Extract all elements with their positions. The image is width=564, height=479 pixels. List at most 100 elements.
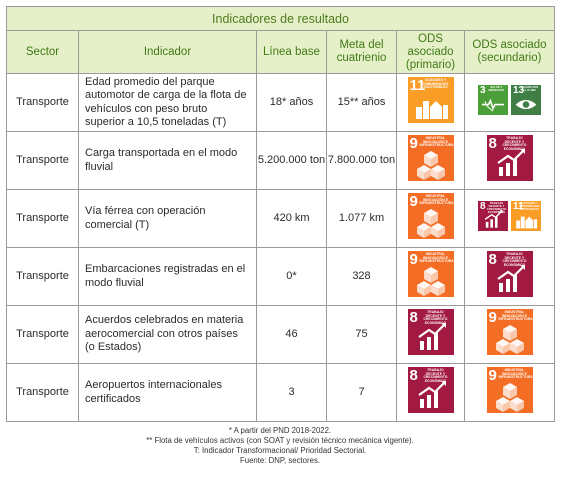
cell-indicador: Edad promedio del parque automotor de ca…: [78, 73, 257, 132]
table-notes: * A partir del PND 2018-2022. ** Flota d…: [6, 426, 554, 466]
cell-sector: Transporte: [6, 305, 79, 364]
cell-indicador-text: Carga transportada en el modo fluvial: [85, 147, 238, 173]
ods-label: Acción por el clima: [520, 86, 539, 93]
cell-indicador: Acuerdos celebrados en materia aerocomer…: [78, 305, 257, 364]
header-ods-primario: ODS asociado (primario): [396, 30, 465, 74]
cell-ods-primario: 8 Trabajo decente y crecimiento económico: [396, 305, 465, 364]
ods-tile-8: 8 Trabajo decente y crecimiento económico: [478, 201, 508, 232]
cell-linea-base: 46: [256, 305, 327, 364]
note-pnd: * A partir del PND 2018-2022.: [228, 426, 332, 435]
cell-ods-primario: 9 Industria, innovación e infraestructura: [396, 131, 465, 190]
ods-label: Trabajo decente y crecimiento económico: [486, 202, 507, 214]
cell-indicador-text: Vía férrea con operación comercial (T): [85, 205, 206, 231]
cell-indicador-text: Acuerdos celebrados en materia aerocomer…: [85, 314, 244, 354]
cell-ods-secundario: 8 Trabajo decente y crecimiento económico…: [464, 189, 555, 248]
ods-tile-8: 8 Trabajo decente y crecimiento económico: [486, 251, 533, 298]
table-row: Transporte Carga transportada en el modo …: [6, 131, 555, 190]
ods-group: 3 Salud y bienestar 13 Acción por el clima: [478, 85, 541, 116]
cell-indicador: Vía férrea con operación comercial (T): [78, 189, 257, 248]
cell-linea-base-text: 420 km: [273, 211, 310, 224]
cell-indicador: Embarcaciones registradas en el modo flu…: [78, 247, 257, 306]
table-title: Indicadores de resultado: [6, 6, 555, 31]
cell-meta-text: 328: [352, 269, 371, 282]
ods-number: 9: [409, 251, 418, 269]
ods-group: 8 Trabajo decente y crecimiento económico: [407, 309, 454, 356]
ods-label: Industria, innovación e infraestructura: [498, 310, 533, 322]
cell-ods-primario: 9 Industria, innovación e infraestructura: [396, 189, 465, 248]
note-flota: ** Flota de vehículos activos (con SOAT …: [146, 436, 414, 445]
ods-group: 9 Industria, innovación e infraestructura: [486, 309, 533, 356]
cell-ods-secundario: 9 Industria, innovación e infraestructura: [464, 363, 555, 422]
cell-ods-primario: 8 Trabajo decente y crecimiento económico: [396, 363, 465, 422]
cell-linea-base-text: 0*: [286, 269, 297, 282]
cell-indicador-text: Aeropuertos internacionales certificados: [85, 379, 222, 405]
ods-group: 11 Ciudades y comunidades sostenibles: [407, 77, 454, 124]
ods-number: 8: [488, 251, 497, 269]
ods-number: 11: [513, 201, 524, 213]
ods-label: Industria, innovación e infraestructura: [498, 368, 533, 380]
ods-tile-8: 8 Trabajo decente y crecimiento económico: [407, 367, 454, 414]
ods-number: 9: [488, 367, 497, 385]
cell-sector-text: Transporte: [16, 327, 69, 340]
cell-meta-text: 1.077 km: [338, 211, 385, 224]
header-ods-secundario: ODS asociado (secundario): [464, 30, 555, 74]
cell-ods-secundario: 8 Trabajo decente y crecimiento económico: [464, 247, 555, 306]
cell-meta: 1.077 km: [326, 189, 397, 248]
cell-linea-base: 0*: [256, 247, 327, 306]
ods-number: 13: [513, 85, 525, 97]
ods-group: 9 Industria, innovación e infraestructura: [486, 367, 533, 414]
cell-meta: 7: [326, 363, 397, 422]
cell-linea-base-text: 5.200.000 ton: [257, 153, 326, 166]
ods-label: Ciudades y comunidades sostenibles: [422, 78, 449, 90]
ods-label: Trabajo decente y crecimiento económico: [423, 368, 448, 384]
ods-number: 9: [409, 135, 418, 153]
table-row: Transporte Acuerdos celebrados en materia…: [6, 305, 555, 364]
cell-meta: 75: [326, 305, 397, 364]
ods-number: 3: [480, 85, 486, 97]
cell-sector: Transporte: [6, 189, 79, 248]
ods-tile-8: 8 Trabajo decente y crecimiento económico: [407, 309, 454, 356]
cell-indicador: Carga transportada en el modo fluvial: [78, 131, 257, 190]
ods-tile-9: 9 Industria, innovación e infraestructura: [486, 309, 533, 356]
cell-meta-text: 15** años: [337, 95, 386, 108]
ods-number: 8: [480, 201, 486, 213]
ods-tile-9: 9 Industria, innovación e infraestructura: [407, 135, 454, 182]
header-linea-base: Línea base: [256, 30, 327, 74]
cell-linea-base-text: 18* años: [269, 95, 314, 108]
ods-label: Salud y bienestar: [488, 86, 505, 93]
cell-sector: Transporte: [6, 363, 79, 422]
ods-tile-9: 9 Industria, innovación e infraestructura: [407, 193, 454, 240]
ods-label: Industria, innovación e infraestructura: [419, 252, 454, 264]
cell-meta: 328: [326, 247, 397, 306]
ods-number: 8: [409, 367, 418, 385]
cell-sector-text: Transporte: [16, 385, 69, 398]
cell-sector: Transporte: [6, 73, 79, 132]
ods-group: 8 Trabajo decente y crecimiento económico: [486, 251, 533, 298]
cell-sector-text: Transporte: [16, 153, 69, 166]
header-sector: Sector: [6, 30, 79, 74]
ods-label: Industria, innovación e infraestructura: [419, 136, 454, 148]
table-row: Transporte Vía férrea con operación comer…: [6, 189, 555, 248]
ods-tile-11: 11 Ciudades y comunidades sostenibles: [511, 201, 541, 232]
cell-ods-secundario: 8 Trabajo decente y crecimiento económico: [464, 131, 555, 190]
cell-linea-base: 18* años: [256, 73, 327, 132]
cell-indicador: Aeropuertos internacionales certificados: [78, 363, 257, 422]
cell-sector: Transporte: [6, 247, 79, 306]
header-indicador: Indicador: [78, 30, 257, 74]
ods-tile-11: 11 Ciudades y comunidades sostenibles: [407, 77, 454, 124]
ods-number: 9: [488, 309, 497, 327]
ods-tile-3: 3 Salud y bienestar: [478, 85, 508, 116]
cell-indicador-text: Edad promedio del parque automotor de ca…: [85, 75, 247, 129]
cell-linea-base-text: 3: [288, 385, 295, 398]
cell-ods-primario: 9 Industria, innovación e infraestructura: [396, 247, 465, 306]
cell-meta: 15** años: [326, 73, 397, 132]
ods-label: Trabajo decente y crecimiento económico: [502, 136, 527, 152]
indicators-table-container: Indicadores de resultado Sector Indicado…: [6, 6, 555, 466]
table-row: Transporte Edad promedio del parque autom…: [6, 73, 555, 132]
ods-tile-8: 8 Trabajo decente y crecimiento económico: [486, 135, 533, 182]
ods-group: 8 Trabajo decente y crecimiento económico…: [478, 201, 541, 232]
cell-indicador-text: Embarcaciones registradas en el modo flu…: [85, 263, 246, 289]
ods-label: Trabajo decente y crecimiento económico: [423, 310, 448, 326]
cell-linea-base: 5.200.000 ton: [256, 131, 327, 190]
ods-label: Industria, innovación e infraestructura: [419, 194, 454, 206]
